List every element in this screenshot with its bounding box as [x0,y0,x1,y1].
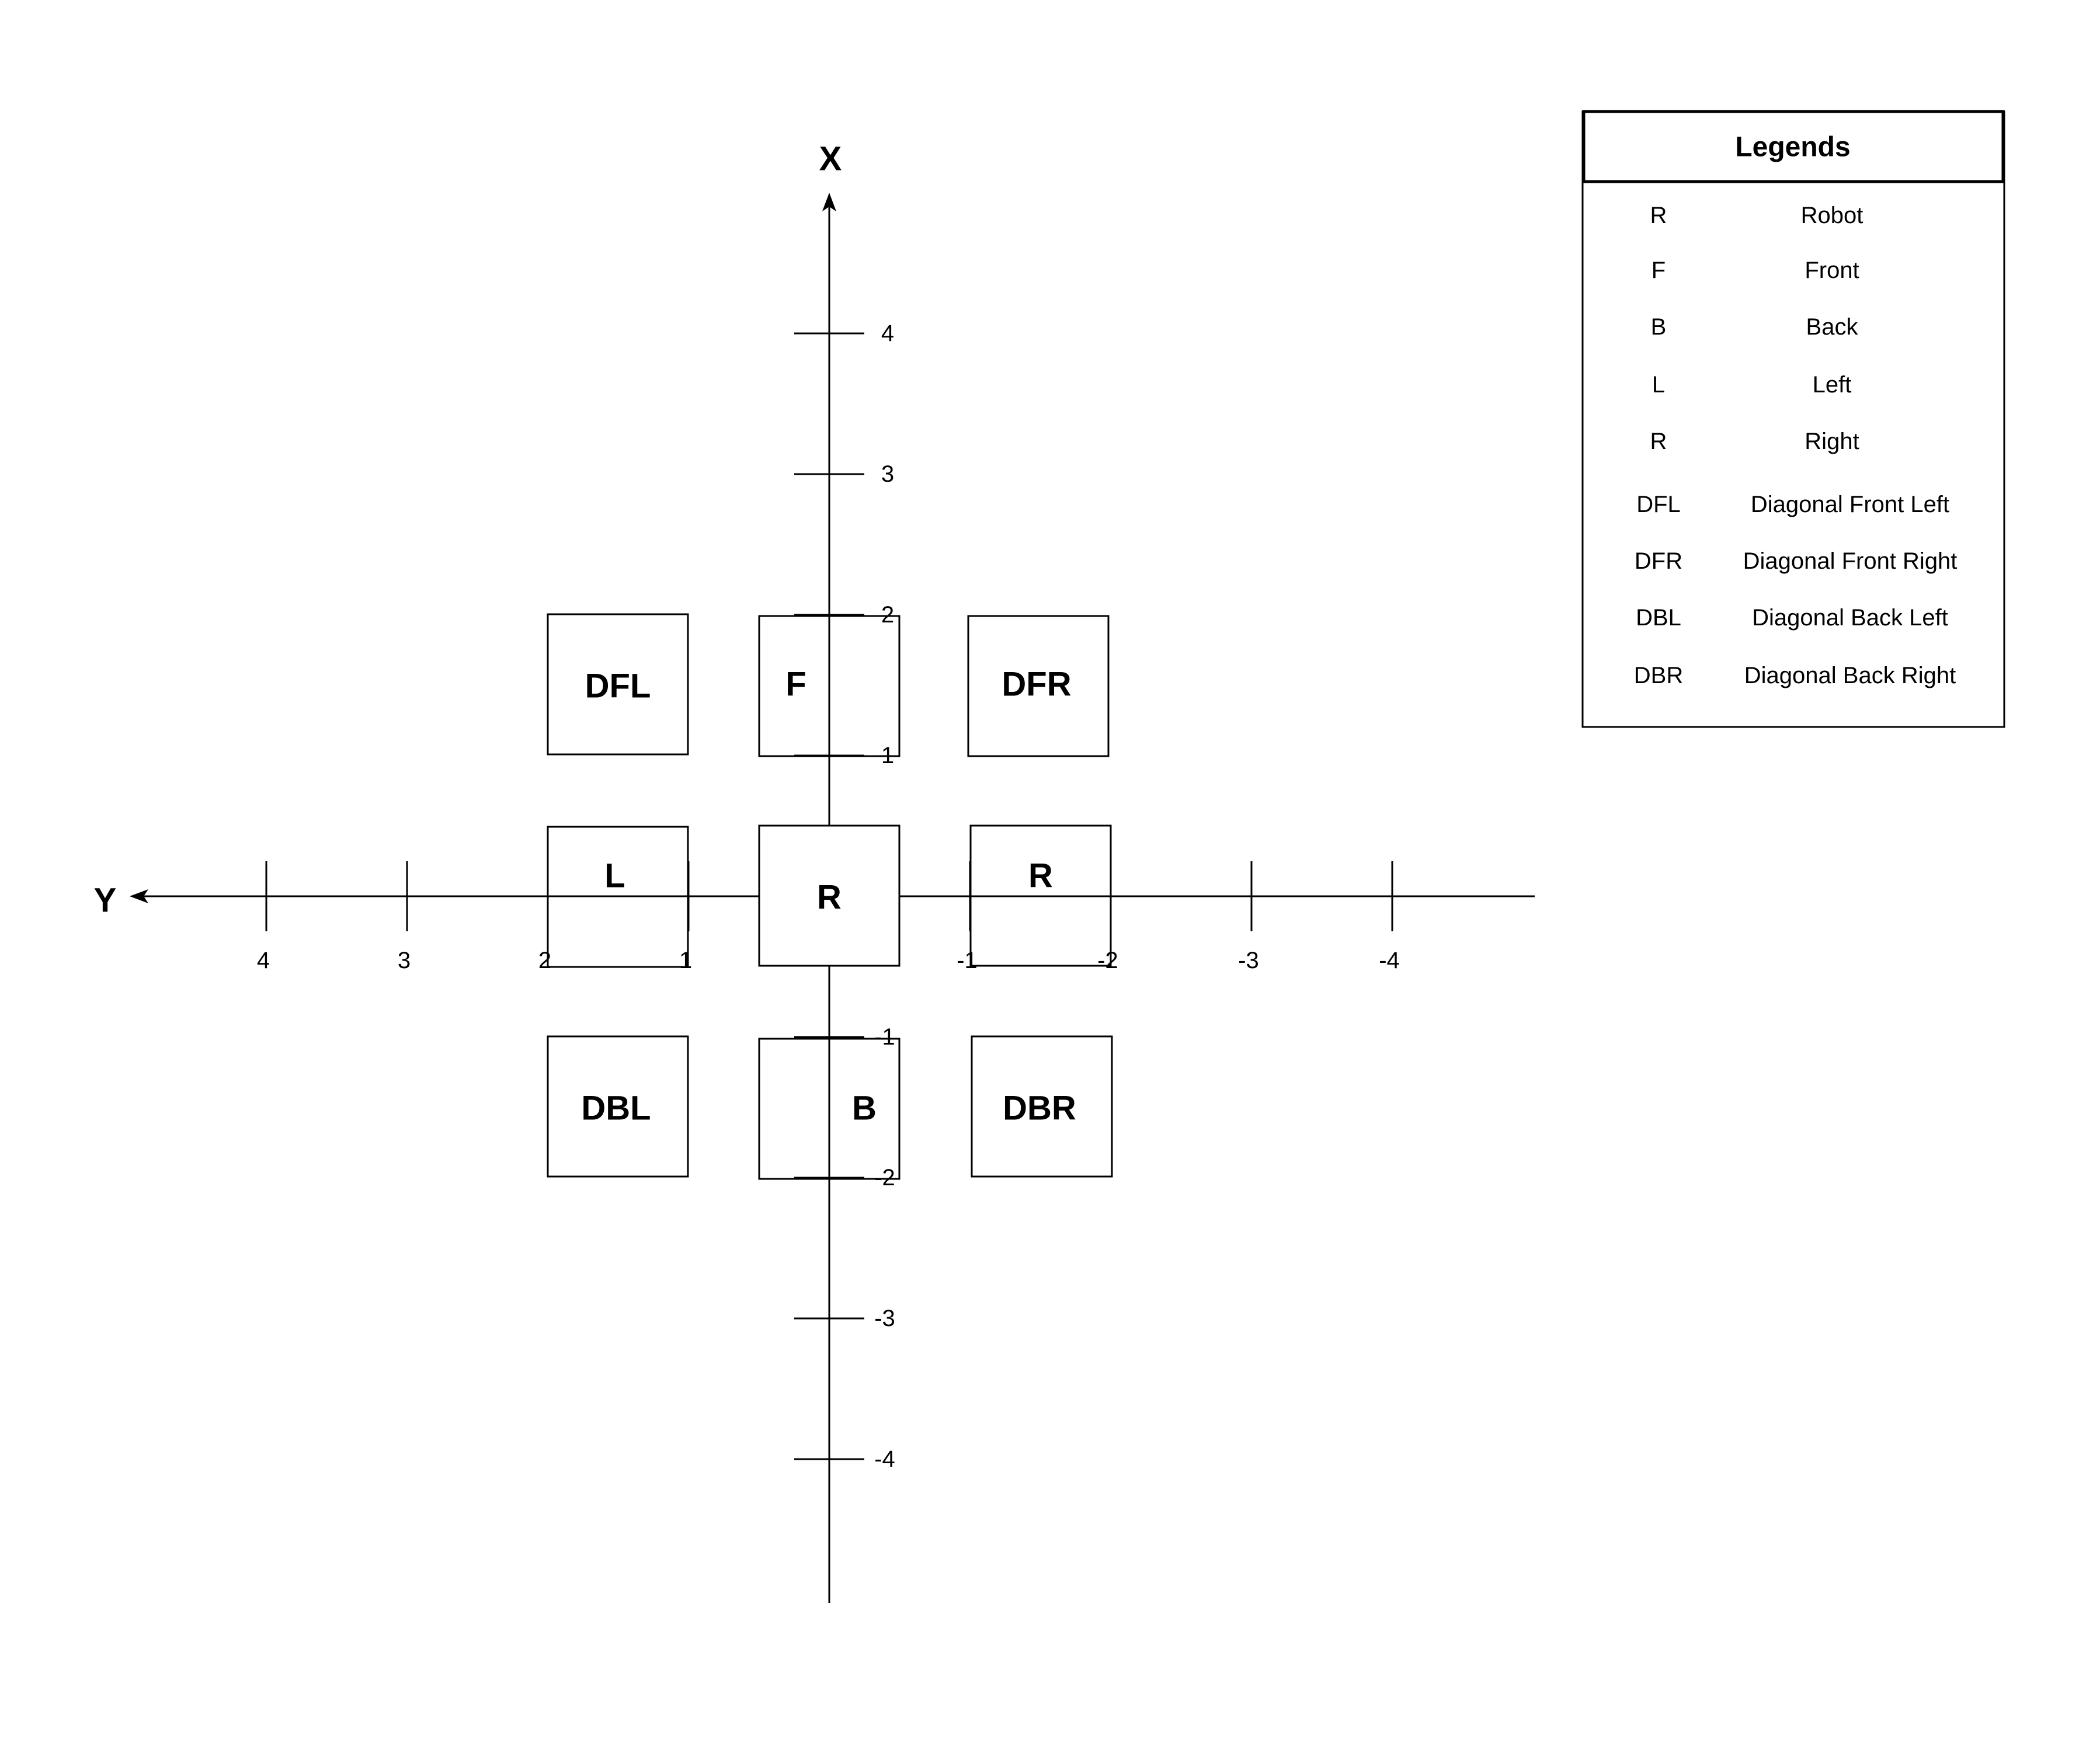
legend-header [1582,110,2005,183]
legend-meaning: Front [1805,257,1859,283]
box-dfr-label: DFR [1002,666,1071,704]
legend-meaning: Diagonal Front Left [1751,492,1949,517]
y-tick-label: -3 [1238,948,1259,973]
legend-meaning: Left [1813,372,1852,398]
legend-item: F Front [1652,257,1859,283]
y-tick-label: -4 [1379,948,1400,973]
x-tick-label: 4 [881,321,894,346]
box-front-label: F [785,666,806,704]
x-tick-label: -3 [874,1306,895,1331]
legend-item: DFL Diagonal Front Left [1636,492,1949,517]
y-tick-label: 3 [398,948,411,973]
x-tick-label: -4 [874,1446,895,1472]
box-back: B [758,1038,901,1180]
legend-item: DBL Diagonal Back Left [1636,605,1948,631]
legend-meaning: Diagonal Back Right [1744,663,1956,688]
legend-meaning: Diagonal Back Left [1752,605,1948,631]
legend-abbr: DFL [1636,492,1681,517]
legend-item: DFR Diagonal Front Right [1635,548,1958,574]
y-axis-arrowhead-icon [130,889,148,903]
box-left: L [547,826,689,968]
legend-abbr: F [1652,257,1666,283]
legend-item: L Left [1652,372,1851,398]
legend-meaning: Robot [1801,203,1863,228]
x-tick-label: 3 [881,461,894,487]
y-tick-label: 4 [257,948,270,973]
legend-abbr: DBR [1634,663,1683,688]
box-front: F [758,615,901,757]
legend-title: Legends [1735,132,1850,163]
x-tick-label: -2 [874,1165,895,1191]
legend-abbr: DBL [1636,605,1681,631]
x-axis-arrowhead-icon [822,193,836,211]
legend-item: R Robot [1650,203,1863,228]
box-dfl-label: DFL [585,667,651,705]
legend-abbr: L [1652,372,1665,398]
box-back-label: B [852,1090,877,1127]
x-tick-label: 2 [881,602,894,628]
box-dfr: DFR [967,615,1110,757]
legend-meaning: Right [1805,429,1859,454]
legend-item: DBR Diagonal Back Right [1634,663,1956,688]
x-axis-label: X [819,140,842,178]
legend-abbr: R [1650,203,1667,228]
box-dfl: DFL [547,613,689,756]
box-robot: R [758,824,901,967]
box-dbr: DBR [971,1035,1113,1178]
box-left-label: L [604,857,625,895]
y-tick-label: 1 [679,948,692,973]
x-tick-label: -1 [874,1024,895,1050]
box-dbl-label: DBL [581,1090,651,1127]
y-axis-label: Y [94,882,117,920]
legend-meaning: Back [1806,314,1859,340]
legend-item: R Right [1650,429,1859,454]
y-tick-label: -2 [1097,948,1118,973]
legend-abbr: R [1650,429,1667,454]
box-robot-label: R [817,879,842,917]
box-right: R [969,824,1112,967]
y-tick-label: -1 [957,948,978,973]
legend-item: B Back [1651,314,1859,340]
legend-abbr: B [1651,314,1667,340]
legend-abbr: DFR [1635,548,1682,574]
legend-meaning: Diagonal Front Right [1743,548,1958,574]
box-right-label: R [1028,857,1053,895]
box-dbl: DBL [547,1035,689,1178]
y-tick-label: 2 [538,948,551,973]
box-dbr-label: DBR [1003,1090,1076,1127]
